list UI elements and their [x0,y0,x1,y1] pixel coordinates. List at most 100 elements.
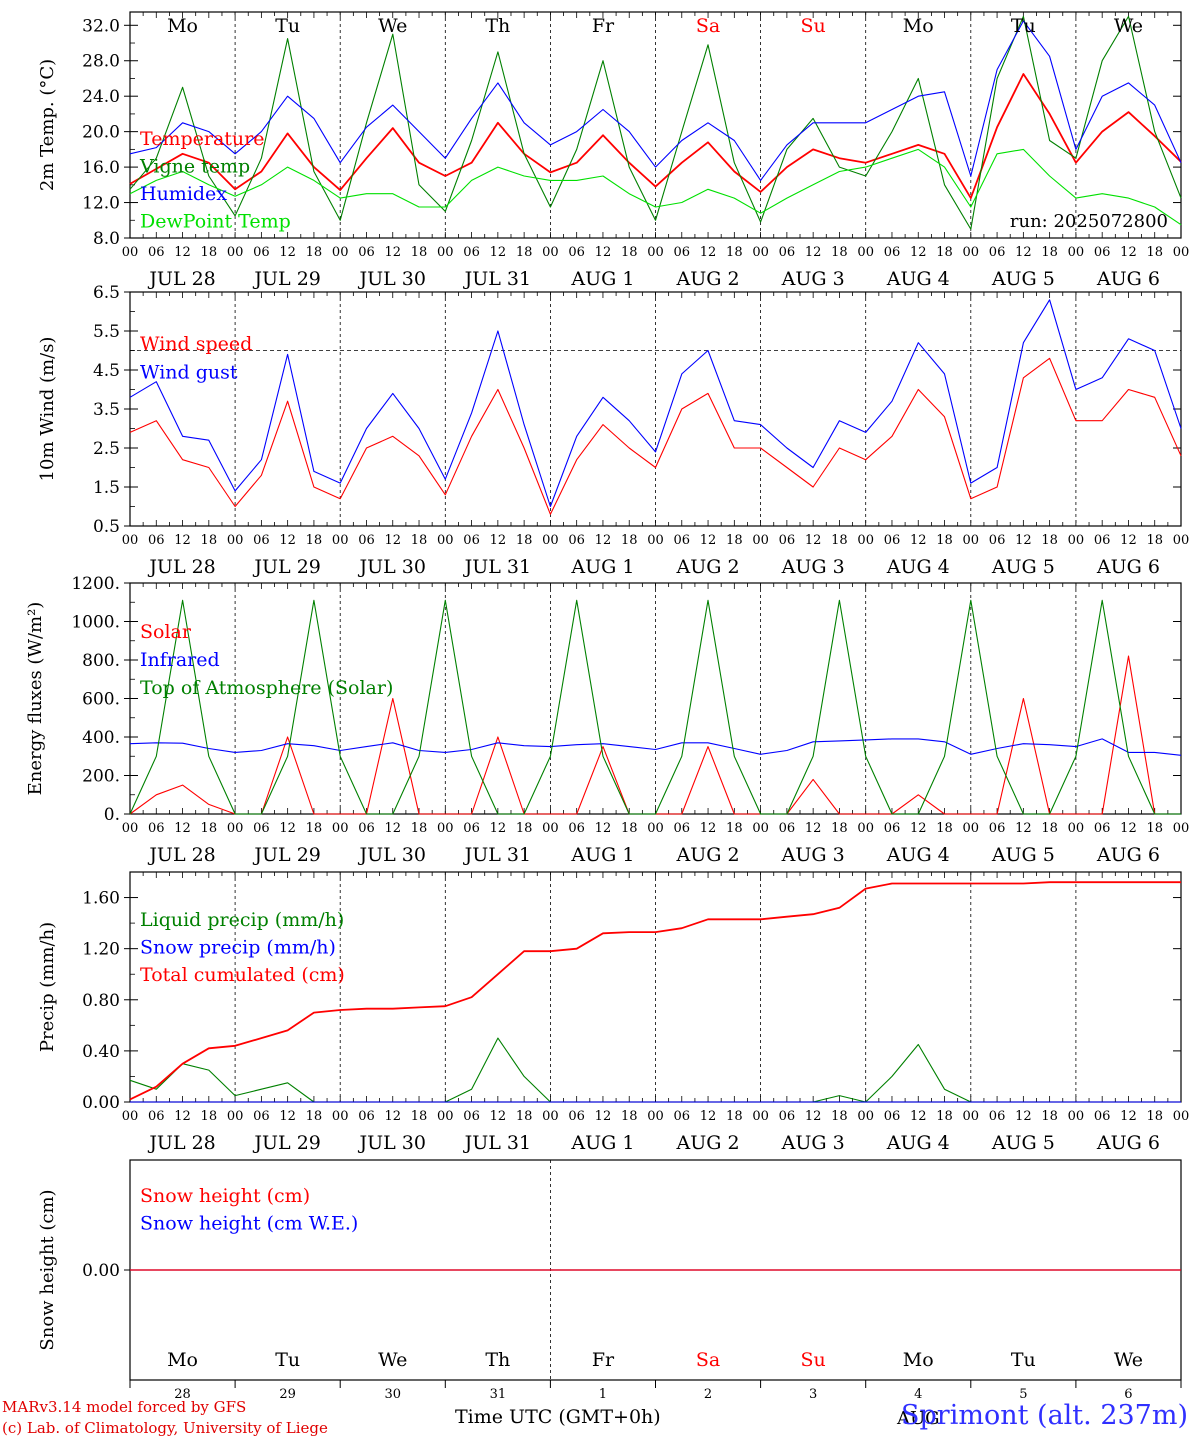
hour-tick-label: 00 [437,533,454,548]
hour-tick-label: 12 [910,821,927,836]
y-tick-label: 16.0 [82,158,120,178]
top-day-label: Mo [167,15,198,37]
hour-tick-label: 18 [1041,245,1058,260]
series-line [129,738,1182,756]
hour-tick-label: 06 [779,1109,796,1124]
bottom-day-label: Sa [696,1349,720,1371]
hour-tick-label: 12 [700,821,717,836]
hour-tick-label: 00 [752,1109,769,1124]
top-day-label: Mo [903,15,934,37]
hour-tick-label: 00 [752,821,769,836]
legend-entry: Temperature [140,128,264,150]
hour-tick-label: 18 [1146,821,1163,836]
bottom-day-number: 1 [599,1387,607,1402]
y-tick-label: 1200. [71,574,120,594]
hour-tick-label: 12 [174,245,191,260]
hour-tick-label: 18 [1146,245,1163,260]
date-label: AUG 4 [886,1132,950,1154]
hour-tick-label: 00 [752,533,769,548]
hour-tick-label: 18 [831,533,848,548]
hour-tick-label: 18 [306,533,323,548]
hour-tick-label: 06 [989,821,1006,836]
hour-tick-label: 00 [963,821,980,836]
hour-tick-label: 00 [332,245,349,260]
date-label: JUL 31 [463,1132,531,1154]
hour-tick-label: 18 [1041,821,1058,836]
hour-tick-label: 00 [1173,533,1190,548]
hour-tick-label: 00 [647,821,664,836]
date-label: AUG 3 [781,268,845,290]
hour-tick-label: 12 [595,245,612,260]
y-tick-label: 1.5 [93,478,120,498]
hour-tick-label: 00 [227,1109,244,1124]
date-label: JUL 30 [358,556,426,578]
panel-precip [124,871,1182,1103]
legend-entry: Liquid precip (mm/h) [140,909,344,931]
hour-tick-label: 12 [700,1109,717,1124]
hour-tick-label: 06 [989,1109,1006,1124]
hour-tick-label: 00 [1173,245,1190,260]
y-tick-label: 2.5 [93,439,120,459]
date-label: AUG 2 [676,1132,740,1154]
panel-temperature [124,11,1182,239]
hour-tick-label: 06 [1094,245,1111,260]
hour-tick-label: 06 [568,533,585,548]
y-tick-label: 5.5 [93,322,120,342]
hour-tick-label: 12 [279,821,296,836]
bottom-month-label: AUG [896,1408,940,1429]
legend-entry: DewPoint Temp [140,211,291,233]
hour-tick-label: 00 [332,533,349,548]
hour-tick-label: 06 [674,533,691,548]
hour-tick-label: 12 [910,1109,927,1124]
y-tick-label: 6.5 [93,283,120,303]
station-label: Sprimont (alt. 237m) [901,1400,1188,1431]
hour-tick-label: 12 [595,821,612,836]
date-label: JUL 28 [147,556,215,578]
hour-tick-label: 18 [201,1109,218,1124]
y-tick-label: 800. [82,651,120,671]
top-day-label: Sa [696,15,720,37]
hour-tick-label: 06 [568,245,585,260]
date-label: JUL 30 [358,1132,426,1154]
legend-entry: Wind gust [140,362,238,384]
top-day-label: Fr [592,15,615,37]
date-label: JUL 29 [252,556,320,578]
date-label: JUL 28 [147,1132,215,1154]
hour-tick-label: 06 [674,245,691,260]
bottom-day-label: Mo [903,1349,934,1371]
hour-tick-label: 18 [831,1109,848,1124]
hour-tick-label: 06 [779,821,796,836]
hour-tick-label: 00 [437,1109,454,1124]
bottom-day-label: We [378,1349,407,1371]
hour-tick-label: 18 [936,1109,953,1124]
y-axis-label: Energy fluxes (W/m²) [25,602,46,796]
date-label: JUL 30 [358,844,426,866]
hour-tick-label: 06 [989,533,1006,548]
hour-tick-label: 06 [463,1109,480,1124]
date-label: AUG 5 [991,1132,1055,1154]
hour-tick-label: 12 [805,533,822,548]
hour-tick-label: 00 [437,821,454,836]
hour-tick-label: 18 [516,1109,533,1124]
date-label: AUG 3 [781,556,845,578]
date-label: AUG 4 [886,556,950,578]
date-label: JUL 28 [147,844,215,866]
date-label: JUL 29 [252,844,320,866]
hour-tick-label: 00 [542,1109,559,1124]
hour-tick-label: 00 [542,821,559,836]
hour-tick-label: 18 [516,533,533,548]
y-tick-label: 3.5 [93,400,120,420]
hour-tick-label: 00 [542,245,559,260]
y-axis-label: Precip (mm/h) [37,922,58,1052]
bottom-day-number: 2 [704,1387,712,1402]
hour-tick-label: 06 [989,245,1006,260]
hour-tick-label: 06 [884,1109,901,1124]
bottom-day-number: 28 [174,1387,191,1402]
hour-tick-label: 06 [1094,533,1111,548]
y-tick-label: 1.60 [82,889,120,909]
hour-tick-label: 06 [358,533,375,548]
legend-entry: Snow height (cm) [140,1185,310,1207]
hour-tick-label: 06 [1094,821,1111,836]
hour-tick-label: 12 [1015,533,1032,548]
